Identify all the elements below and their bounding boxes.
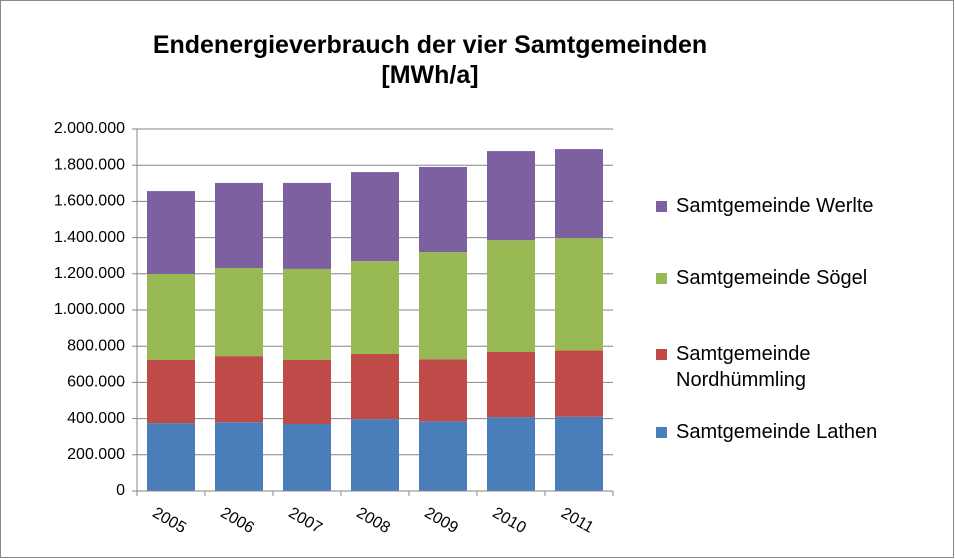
bar-segment: [283, 182, 331, 269]
y-tick-label: 2.000.000: [54, 120, 125, 137]
legend-label: Samtgemeinde Sögel: [676, 267, 868, 289]
bar-segment: [487, 417, 535, 491]
bar-segment: [419, 252, 467, 360]
y-tick-label: 200.000: [67, 446, 125, 463]
legend-label: Samtgemeinde Werlte: [676, 195, 874, 217]
bar-segment: [487, 351, 535, 418]
bar-segment: [147, 191, 195, 274]
bar-segment: [555, 350, 603, 417]
bar-segment: [283, 359, 331, 425]
y-tick-label: 1.800.000: [54, 156, 125, 173]
bar-segment: [487, 151, 535, 241]
bar-segment: [351, 353, 399, 420]
legend-label: Samtgemeinde Nordhümmling: [676, 343, 811, 391]
legend-swatch: [656, 349, 667, 360]
y-tick-label: 1.200.000: [54, 265, 125, 282]
bar-segment: [419, 421, 467, 491]
chart-title: Endenergieverbrauch der vier Samtgemeind…: [152, 31, 708, 89]
bar-segment: [283, 424, 331, 491]
legend-swatch: [656, 273, 667, 284]
y-tick-label: 800.000: [67, 337, 125, 354]
bar-segment: [351, 419, 399, 491]
y-tick-label: 1.400.000: [54, 229, 125, 246]
legend-swatch: [656, 201, 667, 212]
bar-segment: [555, 149, 603, 239]
bar-segment: [351, 261, 399, 354]
bar-segment: [147, 359, 195, 424]
bar-segment: [555, 238, 603, 351]
legend-label: Samtgemeinde Lathen: [676, 421, 878, 443]
bar-segment: [215, 268, 263, 357]
bar-segment: [419, 167, 467, 253]
bar-segment: [215, 422, 263, 491]
bar-segment: [147, 423, 195, 491]
y-tick-label: 600.000: [67, 374, 125, 391]
bar-segment: [215, 182, 263, 269]
y-tick-label: 400.000: [67, 410, 125, 427]
bar-segment: [147, 273, 195, 360]
y-tick-label: 1.600.000: [54, 193, 125, 210]
bar-segment: [487, 240, 535, 352]
bar-segment: [419, 359, 467, 422]
y-tick-label: 0: [116, 482, 125, 499]
bar-segment: [351, 172, 399, 262]
y-tick-label: 1.000.000: [54, 301, 125, 318]
bar-segment: [283, 268, 331, 360]
legend-swatch: [656, 427, 667, 438]
bar-segment: [215, 356, 263, 423]
bar-segment: [555, 416, 603, 491]
